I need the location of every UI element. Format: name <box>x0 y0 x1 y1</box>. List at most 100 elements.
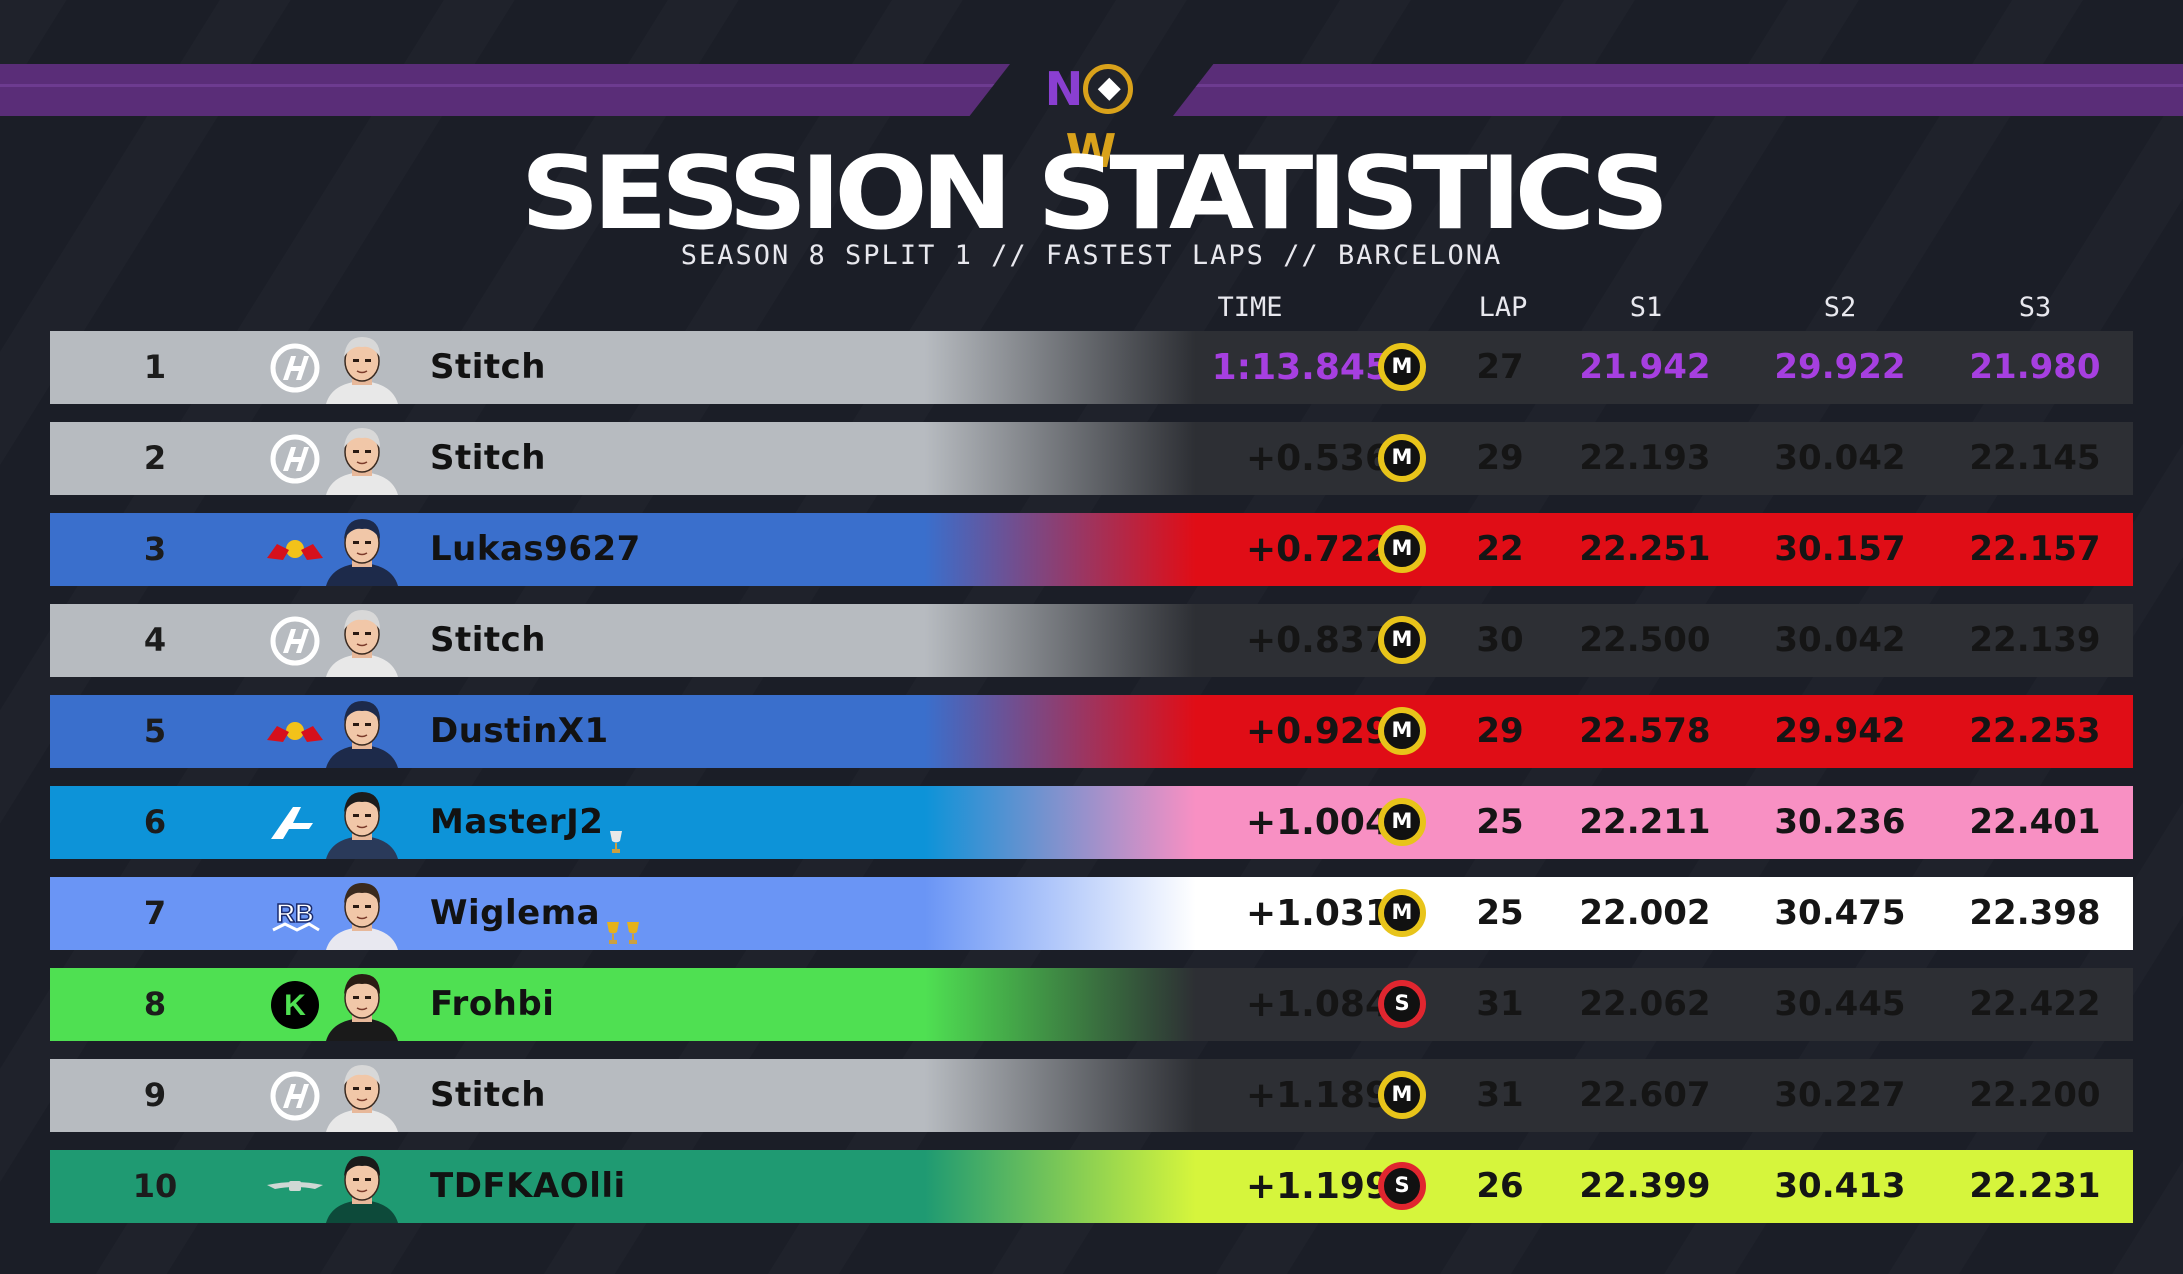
driver-avatar <box>322 1150 402 1223</box>
driver-avatar <box>322 786 402 859</box>
position-number: 2 <box>143 439 167 477</box>
position-number: 5 <box>143 712 167 750</box>
haas-logo-icon <box>255 604 335 677</box>
medium-tyre-icon: M <box>1378 798 1426 846</box>
lap-number: 26 <box>1476 1166 1524 1206</box>
medium-tyre-icon: M <box>1378 343 1426 391</box>
page-subtitle: SEASON 8 SPLIT 1 // FASTEST LAPS // BARC… <box>680 240 1503 271</box>
sector-2-time: 30.236 <box>1774 802 1906 842</box>
driver-name-text: Frohbi <box>430 984 555 1024</box>
row-background <box>50 968 2133 1041</box>
column-header-time: TIME <box>1217 292 1283 323</box>
driver-name-text: Stitch <box>430 620 547 660</box>
trophy-icon <box>606 899 620 944</box>
lap-time: +0.837 <box>1245 620 1390 661</box>
redbull-logo-icon <box>255 513 335 586</box>
tyre-compound-label: M <box>1391 809 1413 833</box>
driver-name: DustinX1 <box>430 695 609 768</box>
driver-name-text: DustinX1 <box>430 711 609 751</box>
driver-name: Stitch <box>430 331 546 404</box>
position-number: 3 <box>143 530 167 568</box>
sector-3-time: 22.200 <box>1969 1075 2101 1115</box>
table-row: 6 MasterJ2 +1.004 M 25 22.211 30.236 22.401 <box>50 786 2133 859</box>
sector-1-time: 22.399 <box>1579 1166 1711 1206</box>
sector-1-time: 22.578 <box>1579 711 1711 751</box>
now-logo: N ◆W <box>1025 58 1155 178</box>
table-row: 2 Stitch +0.536 M 29 22.193 30.042 22.145 <box>50 422 2133 495</box>
table-row: 4 Stitch +0.837 M 30 22.500 30.042 22.139 <box>50 604 2133 677</box>
sector-3-time: 22.422 <box>1969 984 2101 1024</box>
tyre-compound-label: M <box>1391 1082 1413 1106</box>
driver-name-text: MasterJ2 <box>430 802 604 842</box>
medium-tyre-icon: M <box>1378 889 1426 937</box>
svg-text:K: K <box>284 989 306 1022</box>
header-band-left <box>0 64 1010 116</box>
lap-time: 1:13.845 <box>1211 347 1390 388</box>
sector-3-time: 22.398 <box>1969 893 2101 933</box>
lap-time: +1.084 <box>1245 984 1390 1025</box>
sector-1-time: 22.211 <box>1579 802 1711 842</box>
rb-logo-icon: RB <box>255 877 335 950</box>
lap-number: 31 <box>1476 984 1524 1024</box>
astonmartin-logo-icon <box>255 1150 335 1223</box>
page-title: SESSION STATISTICS <box>520 134 1669 252</box>
row-background <box>50 695 2133 768</box>
header-band-right <box>1173 64 2183 116</box>
haas-logo-icon <box>255 331 335 404</box>
column-header-s1: S1 <box>1629 292 1663 323</box>
position-number: 7 <box>143 894 167 932</box>
position-number: 10 <box>132 1167 178 1205</box>
sector-1-time: 22.193 <box>1579 438 1711 478</box>
sector-2-time: 30.042 <box>1774 620 1906 660</box>
driver-name-text: Lukas9627 <box>430 529 641 569</box>
tyre-compound-label: M <box>1391 718 1413 742</box>
tyre-compound-label: M <box>1391 536 1413 560</box>
driver-avatar <box>322 877 402 950</box>
soft-tyre-icon: S <box>1378 1162 1426 1210</box>
driver-name: Stitch <box>430 422 546 495</box>
trophy-icon <box>626 899 640 944</box>
sector-3-time: 22.145 <box>1969 438 2101 478</box>
sector-3-time: 22.157 <box>1969 529 2101 569</box>
table-row: 3 Lukas9627 +0.722 M 22 22.251 30.157 22.157 <box>50 513 2133 586</box>
table-row: 10 TDFKAOlli +1.199 S 26 22.399 30.413 22.231 <box>50 1150 2133 1223</box>
sector-2-time: 30.157 <box>1774 529 1906 569</box>
driver-name: Frohbi <box>430 968 554 1041</box>
lap-time: +1.189 <box>1245 1075 1390 1116</box>
driver-name-text: Stitch <box>430 438 547 478</box>
position-number: 6 <box>143 803 167 841</box>
medium-tyre-icon: M <box>1378 616 1426 664</box>
table-row: 1 Stitch 1:13.845 M 27 21.942 29.922 21.980 <box>50 331 2133 404</box>
sauber-logo-icon: K <box>255 968 335 1041</box>
sector-3-time: 22.231 <box>1969 1166 2101 1206</box>
lap-time: +1.031 <box>1245 893 1390 934</box>
driver-avatar <box>322 604 402 677</box>
position-number: 1 <box>143 348 167 386</box>
position-number: 4 <box>143 621 167 659</box>
sector-2-time: 30.042 <box>1774 438 1906 478</box>
lap-time: +0.929 <box>1245 711 1390 752</box>
position-number: 9 <box>143 1076 167 1114</box>
driver-name: TDFKAOlli <box>430 1150 626 1223</box>
table-row: 8 K Frohbi +1.084 S 31 22.062 30.445 22.422 <box>50 968 2133 1041</box>
sector-1-time: 22.002 <box>1579 893 1711 933</box>
sector-3-time: 22.401 <box>1969 802 2101 842</box>
driver-avatar <box>322 331 402 404</box>
sector-2-time: 30.227 <box>1774 1075 1906 1115</box>
driver-name-text: Stitch <box>430 1075 547 1115</box>
sector-3-time: 22.253 <box>1969 711 2101 751</box>
row-background <box>50 422 2133 495</box>
tyre-compound-label: M <box>1391 627 1413 651</box>
lap-number: 27 <box>1476 347 1524 387</box>
column-header-lap: LAP <box>1478 292 1528 323</box>
driver-name: Lukas9627 <box>430 513 641 586</box>
medium-tyre-icon: M <box>1378 1071 1426 1119</box>
lap-time: +0.722 <box>1245 529 1390 570</box>
sector-2-time: 30.475 <box>1774 893 1906 933</box>
table-row: 7 RB Wiglema +1.031 M 25 22.002 30.475 22.398 <box>50 877 2133 950</box>
driver-avatar <box>322 968 402 1041</box>
sector-2-time: 29.942 <box>1774 711 1906 751</box>
driver-name: Wiglema <box>430 877 640 950</box>
medium-tyre-icon: M <box>1378 434 1426 482</box>
row-background <box>50 604 2133 677</box>
